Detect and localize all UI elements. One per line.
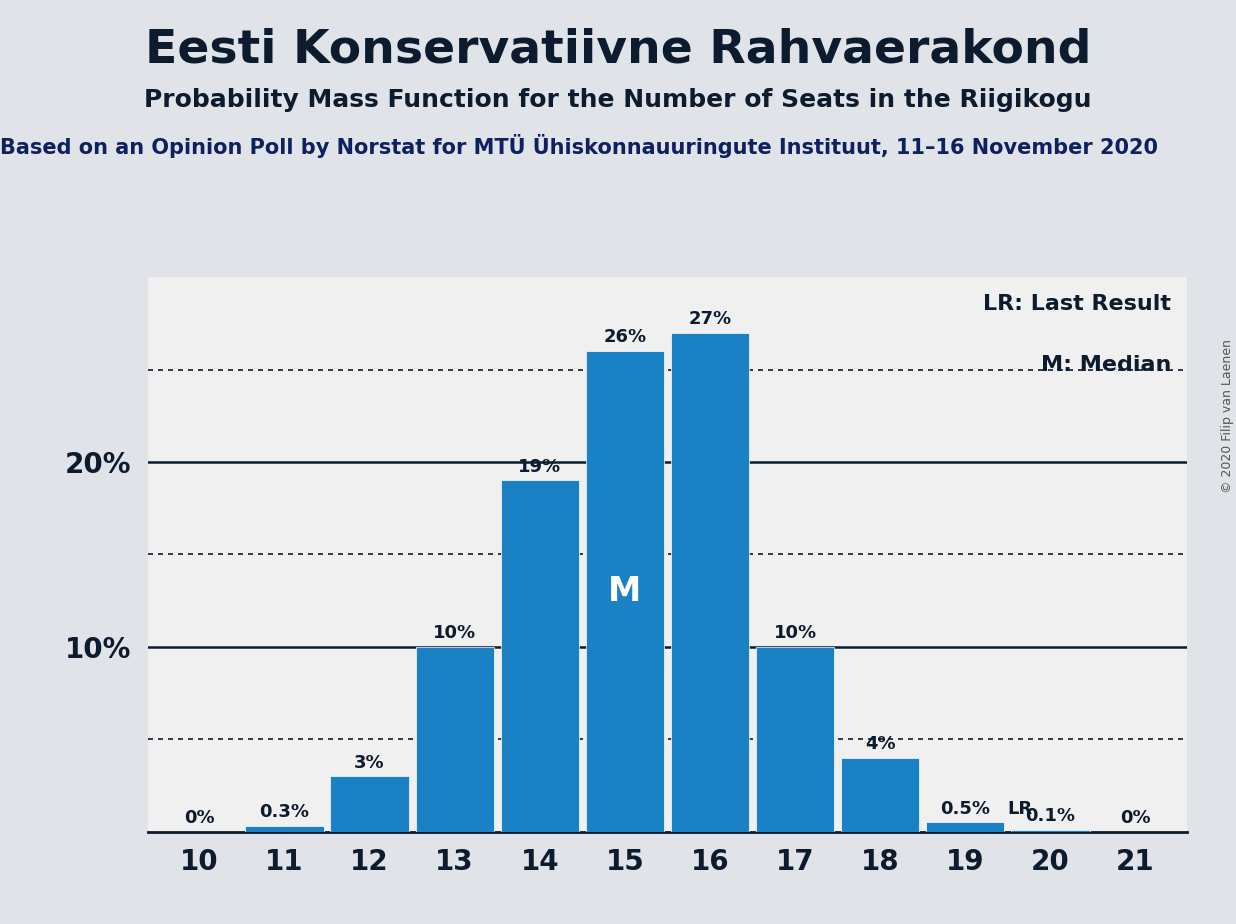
Text: M: Median: M: Median	[1041, 355, 1170, 375]
Text: 0%: 0%	[1120, 809, 1151, 827]
Bar	[245, 826, 324, 832]
Text: M: M	[608, 575, 641, 608]
Text: 0.5%: 0.5%	[941, 800, 990, 818]
Text: 10%: 10%	[433, 625, 476, 642]
Text: LR: LR	[1007, 800, 1033, 818]
Bar	[586, 351, 664, 832]
Text: 0.1%: 0.1%	[1026, 808, 1075, 825]
Text: 0%: 0%	[184, 809, 215, 827]
Bar	[330, 776, 409, 832]
Text: 26%: 26%	[603, 329, 646, 346]
Text: 10%: 10%	[774, 625, 817, 642]
Text: 4%: 4%	[865, 736, 896, 753]
Bar	[1011, 830, 1090, 832]
Text: 0.3%: 0.3%	[260, 804, 309, 821]
Bar	[756, 647, 834, 832]
Bar	[840, 758, 920, 832]
Bar	[671, 333, 749, 832]
Bar	[501, 480, 578, 832]
Text: Probability Mass Function for the Number of Seats in the Riigikogu: Probability Mass Function for the Number…	[145, 88, 1091, 112]
Text: 19%: 19%	[518, 458, 561, 476]
Text: 3%: 3%	[355, 754, 384, 772]
Text: Based on an Opinion Poll by Norstat for MTÜ Ühiskonnauuringute Instituut, 11–16 : Based on an Opinion Poll by Norstat for …	[0, 134, 1158, 158]
Text: Eesti Konservatiivne Rahvaerakond: Eesti Konservatiivne Rahvaerakond	[145, 28, 1091, 73]
Bar	[926, 822, 1005, 832]
Text: © 2020 Filip van Laenen: © 2020 Filip van Laenen	[1220, 339, 1234, 492]
Text: LR: Last Result: LR: Last Result	[983, 294, 1170, 314]
Text: 27%: 27%	[688, 310, 732, 328]
Bar	[415, 647, 494, 832]
